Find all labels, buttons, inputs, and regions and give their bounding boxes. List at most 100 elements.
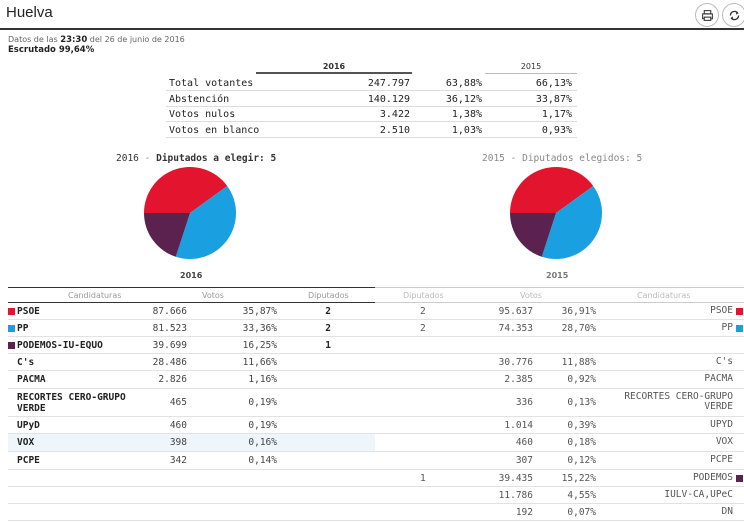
row-2015: 192 0,07% DN: [375, 504, 744, 521]
party-votes: 81.523: [152, 323, 187, 334]
header-votos: Votos: [202, 291, 224, 300]
summary-row: Votos en blanco 2.510 1,03% 0,93%: [166, 123, 577, 138]
table-row[interactable]: 11.786 4,55% IULV-CA,UPeC: [0, 487, 744, 504]
party-name: UPyD: [17, 420, 40, 431]
party-pct: 0,18%: [567, 437, 596, 448]
row-2016: PSOE 87.666 35,87% 2: [8, 303, 375, 320]
party-name: PACMA: [704, 373, 733, 384]
print-button[interactable]: [695, 3, 719, 27]
party-name: RECORTES CERO-GRUPO VERDE: [624, 391, 733, 412]
table-row[interactable]: C's 28.486 11,66% 30.776 11,88% C's: [0, 354, 744, 371]
party-color-swatch: [736, 324, 743, 332]
pie-title-2015: 2015 - Diputados elegidos: 5: [482, 153, 642, 164]
party-pct: 0,14%: [248, 455, 277, 466]
party-votes: 307: [515, 455, 533, 466]
row-2016: [8, 470, 375, 487]
row-2016: PACMA 2.826 1,16%: [8, 371, 375, 389]
party-pct: 0,16%: [248, 437, 277, 448]
table-row[interactable]: 192 0,07% DN: [0, 504, 744, 521]
pie-title-count: 5: [636, 153, 643, 164]
party-name: C's: [715, 356, 733, 367]
refresh-button[interactable]: [722, 3, 744, 27]
party-seats: 2: [325, 306, 331, 317]
row-2015: [375, 337, 744, 354]
party-color-swatch: [8, 324, 15, 332]
party-votes: 398: [169, 437, 187, 448]
pie-title-sep: -: [510, 153, 517, 164]
party-votes: 87.666: [152, 306, 187, 317]
party-color-swatch: [736, 307, 743, 315]
pie-title-label: Diputados elegidos:: [522, 153, 631, 164]
datos-time: 23:30: [60, 35, 88, 45]
table-row[interactable]: VOX 398 0,16% 460 0,18% VOX: [0, 434, 744, 452]
party-pct: 36,91%: [561, 306, 596, 317]
party-pct: 28,70%: [561, 323, 596, 334]
print-icon: [701, 9, 713, 21]
table-row[interactable]: PCPE 342 0,14% 307 0,12% PCPE: [0, 452, 744, 470]
party-name: DN: [721, 506, 733, 517]
party-pct: 35,87%: [242, 306, 277, 317]
pie-slice-psoe: [144, 167, 228, 213]
pie-title-2016: 2016 - Diputados a elegir: 5: [116, 153, 276, 164]
summary-label: Total votantes: [169, 78, 254, 89]
party-votes: 28.486: [152, 357, 187, 368]
pie-year-2016: 2016: [180, 271, 203, 280]
party-name: PSOE: [17, 306, 40, 317]
party-name: IULV-CA,UPeC: [664, 489, 733, 500]
party-pct: 0,13%: [567, 397, 596, 408]
pie-slice-psoe: [510, 167, 594, 213]
table-row[interactable]: PSOE 87.666 35,87% 2 2 95.637 36,91% PSOE: [0, 303, 744, 320]
escrutado-label: Escrutado 99,64%: [8, 45, 95, 55]
row-2015: 2 74.353 28,70% PP: [375, 320, 744, 337]
party-seats: 2: [420, 323, 426, 334]
summary-value: 140.129: [367, 93, 410, 105]
pie-slice-podemos-iu-equo: [144, 213, 190, 257]
results-header-2015: Diputados Votos Candidaturas: [375, 287, 744, 303]
table-row[interactable]: PODEMOS-IU-EQUO 39.699 16,25% 1: [0, 337, 744, 354]
party-seats: 2: [420, 306, 426, 317]
party-votes: 39.699: [152, 340, 187, 351]
row-2016: PCPE 342 0,14%: [8, 452, 375, 470]
party-name: PCPE: [17, 455, 40, 466]
row-2016: [8, 487, 375, 504]
table-row[interactable]: 1 39.435 15,22% PODEMOS: [0, 470, 744, 487]
party-name: UPYD: [710, 419, 733, 430]
party-votes: 30.776: [498, 357, 533, 368]
party-votes: 11.786: [498, 490, 533, 501]
party-seats: 1: [325, 340, 331, 351]
summary-pct-prev: 0,93%: [541, 124, 572, 136]
party-votes: 342: [169, 455, 187, 466]
table-row[interactable]: PP 81.523 33,36% 2 2 74.353 28,70% PP: [0, 320, 744, 337]
summary-pct-prev: 1,17%: [541, 109, 572, 120]
header-diputados: Diputados: [403, 291, 444, 300]
header-votos: Votos: [520, 291, 542, 300]
summary-row: Total votantes 247.797 63,88% 66,13%: [166, 76, 577, 91]
party-votes: 39.435: [498, 473, 533, 484]
row-2015: 336 0,13% RECORTES CERO-GRUPO VERDE: [375, 389, 744, 417]
party-votes: 460: [515, 437, 533, 448]
datos-prefix: Datos de las: [8, 35, 58, 44]
table-row[interactable]: RECORTES CERO-GRUPO VERDE 465 0,19% 336 0,13…: [0, 389, 744, 417]
row-2015: 2.385 0,92% PACMA: [375, 371, 744, 389]
summary-value: 247.797: [367, 78, 410, 89]
party-votes: 2.826: [158, 374, 187, 385]
party-pct: 0,12%: [567, 455, 596, 466]
refresh-icon: [729, 10, 739, 20]
pie-slice-podemos: [510, 213, 556, 257]
pie-slice-pp: [541, 185, 602, 259]
party-name: C's: [17, 357, 35, 368]
party-name: PP: [17, 323, 29, 334]
party-name: PCPE: [710, 454, 733, 465]
header-candidaturas: Candidaturas: [68, 291, 122, 300]
summary-value: 3.422: [379, 109, 410, 120]
table-row[interactable]: PACMA 2.826 1,16% 2.385 0,92% PACMA: [0, 371, 744, 389]
summary-year-2015: 2015: [485, 62, 577, 74]
party-pct: 11,88%: [561, 357, 596, 368]
party-pct: 15,22%: [561, 473, 596, 484]
party-pct: 1,16%: [248, 374, 277, 385]
party-name: VOX: [17, 437, 35, 448]
row-2016: UPyD 460 0,19%: [8, 417, 375, 434]
row-2015: 1 39.435 15,22% PODEMOS: [375, 470, 744, 487]
party-pct: 0,19%: [248, 397, 277, 408]
table-row[interactable]: UPyD 460 0,19% 1.014 0,39% UPYD: [0, 417, 744, 434]
